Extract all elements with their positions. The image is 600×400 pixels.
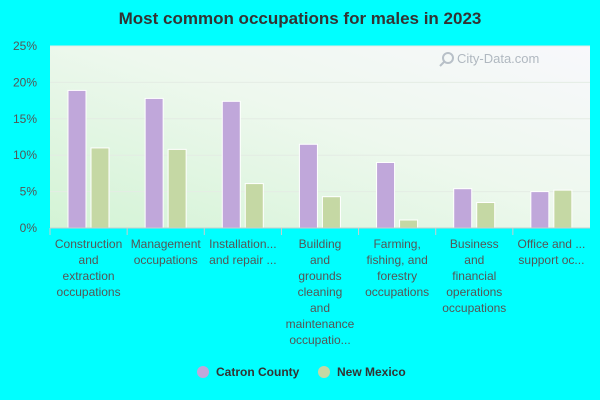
y-tick-label: 10% <box>13 148 37 162</box>
x-axis-categories: Construction and extraction occupations Mana… <box>49 228 586 347</box>
bars <box>67 89 573 229</box>
bar-catron-county[interactable] <box>453 188 473 229</box>
y-tick-label: 15% <box>13 112 37 126</box>
legend-item-catron-county[interactable]: Catron County <box>197 365 300 379</box>
y-tick-label: 5% <box>20 185 38 199</box>
legend-item-new-mexico[interactable]: New Mexico <box>318 365 406 379</box>
x-category-label: Business and financial operations occupation… <box>442 237 506 315</box>
search-icon <box>442 52 454 64</box>
bar-catron-county[interactable] <box>67 89 87 229</box>
bar-new-mexico[interactable] <box>399 219 419 229</box>
bar-new-mexico[interactable] <box>476 202 496 229</box>
y-tick-label: 0% <box>20 221 38 235</box>
watermark: City-Data.com <box>439 51 539 67</box>
legend-swatch <box>197 366 209 378</box>
y-tick-label: 25% <box>13 39 37 53</box>
x-category-label: Office and ... support oc... <box>518 237 586 267</box>
bar-new-mexico[interactable] <box>90 147 110 229</box>
watermark-text: City-Data.com <box>457 51 539 66</box>
y-tick-label: 20% <box>13 75 37 89</box>
legend: Catron County New Mexico <box>197 365 406 379</box>
legend-label: New Mexico <box>337 365 406 379</box>
x-category-label: Farming, fishing, and forestry occupations <box>365 237 429 299</box>
bar-catron-county[interactable] <box>144 97 164 229</box>
plot-area <box>50 46 590 228</box>
bar-new-mexico[interactable] <box>167 148 187 229</box>
x-category-label: Building and grounds cleaning and maintenance… <box>286 237 355 347</box>
bar-catron-county[interactable] <box>298 143 318 229</box>
legend-label: Catron County <box>216 365 300 379</box>
gridlines <box>50 45 590 193</box>
x-category-label: Installation... and repair ... <box>209 237 276 267</box>
bar-new-mexico[interactable] <box>553 189 573 229</box>
bar-new-mexico[interactable] <box>321 196 341 229</box>
bar-catron-county[interactable] <box>221 100 241 229</box>
bar-catron-county[interactable] <box>376 161 396 229</box>
x-category-label: Management occupations <box>131 237 202 267</box>
bar-catron-county[interactable] <box>530 191 550 229</box>
y-axis-ticks: 0% 5% 10% 15% 20% 25% <box>13 39 37 235</box>
bar-new-mexico[interactable] <box>244 183 264 229</box>
legend-swatch <box>318 366 330 378</box>
x-category-label: Construction and extraction occupations <box>55 237 122 299</box>
chart-title: Most common occupations for males in 202… <box>119 9 482 28</box>
